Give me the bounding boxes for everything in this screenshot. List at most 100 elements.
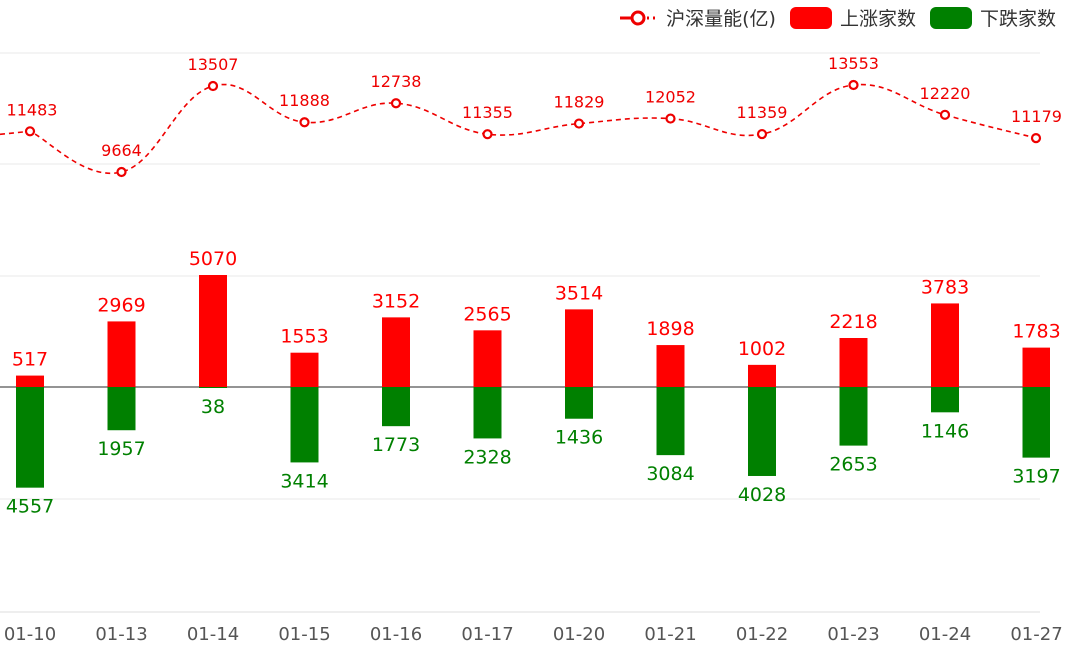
bars [16,275,1050,488]
volume-line [0,79,1042,178]
volume-point[interactable] [299,117,310,128]
volume-point[interactable] [573,118,585,129]
up-bar[interactable] [290,352,319,387]
x-axis: 01-10 01-13 01-14 01-15 01-16 01-17 01-20 01-21… [4,624,1063,645]
x-tick-label: 01-21 [644,624,696,645]
volume-point[interactable] [482,129,493,140]
legend-item-up[interactable]: 上涨家数 [789,4,916,31]
up-value-label: 2969 [97,294,145,316]
volume-value-label: 11483 [7,100,58,119]
volume-value-label: 13507 [188,55,239,74]
down-value-label: 1773 [372,434,420,456]
down-value-label: 1957 [97,438,145,460]
up-bar[interactable] [748,364,776,387]
down-value-label: 1436 [555,427,603,449]
down-bar[interactable] [382,387,410,427]
down-value-label: 1146 [921,420,969,442]
legend-item-down[interactable]: 下跌家数 [929,4,1056,31]
up-bar[interactable] [565,309,593,387]
down-bar[interactable] [199,387,227,388]
volume-value-label: 11355 [462,103,513,122]
up-value-label: 3152 [372,290,420,312]
x-tick-label: 01-13 [95,624,147,645]
x-tick-label: 01-15 [278,624,330,645]
down-value-label: 3197 [1012,466,1060,488]
legend-up-swatch-icon [789,6,832,29]
x-tick-label: 01-10 [4,624,56,645]
up-bar[interactable] [473,330,502,387]
down-bar[interactable] [290,387,319,463]
up-bar[interactable] [839,338,868,387]
x-tick-label: 01-23 [827,624,879,645]
volume-point[interactable] [1030,133,1042,144]
down-bar[interactable] [473,387,502,439]
volume-value-label: 11179 [1011,107,1062,126]
down-value-label: 3084 [646,463,694,485]
volume-point[interactable] [24,126,36,137]
volume-value-label: 12738 [371,72,422,91]
volume-point[interactable] [390,98,402,109]
up-value-label: 517 [12,349,48,371]
down-value-label: 4557 [6,496,54,518]
x-tick-label: 01-14 [187,624,239,645]
down-bar[interactable] [107,387,136,431]
up-value-label: 3783 [921,276,969,298]
volume-point[interactable] [207,80,219,92]
down-bar[interactable] [16,387,44,488]
up-value-label: 2565 [463,303,511,325]
legend-line-marker-icon [620,10,656,25]
volume-point[interactable] [939,109,951,120]
x-tick-label: 01-17 [461,624,513,645]
volume-line-path [0,83,1037,175]
up-bar[interactable] [931,303,959,387]
grid-lines [0,52,1040,613]
up-bar[interactable] [382,317,410,387]
down-bar[interactable] [565,387,593,419]
up-bar[interactable] [1022,347,1051,387]
volume-value-label: 11359 [737,103,788,122]
data-labels: 517 4557 2969 1957 5070 38 1553 3414 3152 1773 256… [6,54,1062,518]
legend-label-up: 上涨家数 [839,8,916,30]
x-tick-label: 01-24 [919,624,971,645]
volume-point[interactable] [848,79,859,91]
up-value-label: 2218 [829,311,877,333]
volume-point[interactable] [665,113,676,124]
down-bar[interactable] [931,387,959,413]
up-value-label: 3514 [555,282,603,304]
up-bar[interactable] [656,345,685,387]
volume-value-label: 11829 [554,93,605,112]
legend: 沪深量能(亿) 上涨家数 下跌家数 [604,4,1056,31]
legend-down-swatch-icon [929,6,972,29]
up-bar[interactable] [107,321,136,387]
down-bar[interactable] [1022,387,1051,458]
legend-label-volume: 沪深量能(亿) [666,8,776,30]
up-bar[interactable] [199,275,227,387]
x-tick-label: 01-22 [736,624,788,645]
legend-item-volume[interactable]: 沪深量能(亿) [618,4,776,31]
up-value-label: 1553 [280,326,328,348]
down-bar[interactable] [839,387,868,446]
x-tick-label: 01-20 [553,624,605,645]
volume-value-label: 12052 [645,88,696,107]
volume-value-label: 11888 [279,91,330,110]
up-value-label: 5070 [189,248,237,270]
legend-label-down: 下跌家数 [979,8,1056,30]
x-tick-label: 01-27 [1010,624,1062,645]
volume-point[interactable] [116,166,127,178]
volume-value-label: 9664 [101,141,142,160]
up-bar[interactable] [16,375,44,387]
volume-value-label: 13553 [828,54,879,73]
up-value-label: 1002 [738,338,786,360]
volume-point[interactable] [756,128,768,140]
down-bar[interactable] [656,387,685,456]
down-value-label: 38 [201,396,225,418]
up-value-label: 1783 [1012,321,1060,343]
down-value-label: 4028 [738,484,786,506]
x-tick-label: 01-16 [370,624,422,645]
down-bar[interactable] [748,387,776,476]
up-value-label: 1898 [646,318,694,340]
down-value-label: 3414 [280,470,328,492]
down-value-label: 2653 [829,454,877,476]
down-value-label: 2328 [463,446,511,468]
